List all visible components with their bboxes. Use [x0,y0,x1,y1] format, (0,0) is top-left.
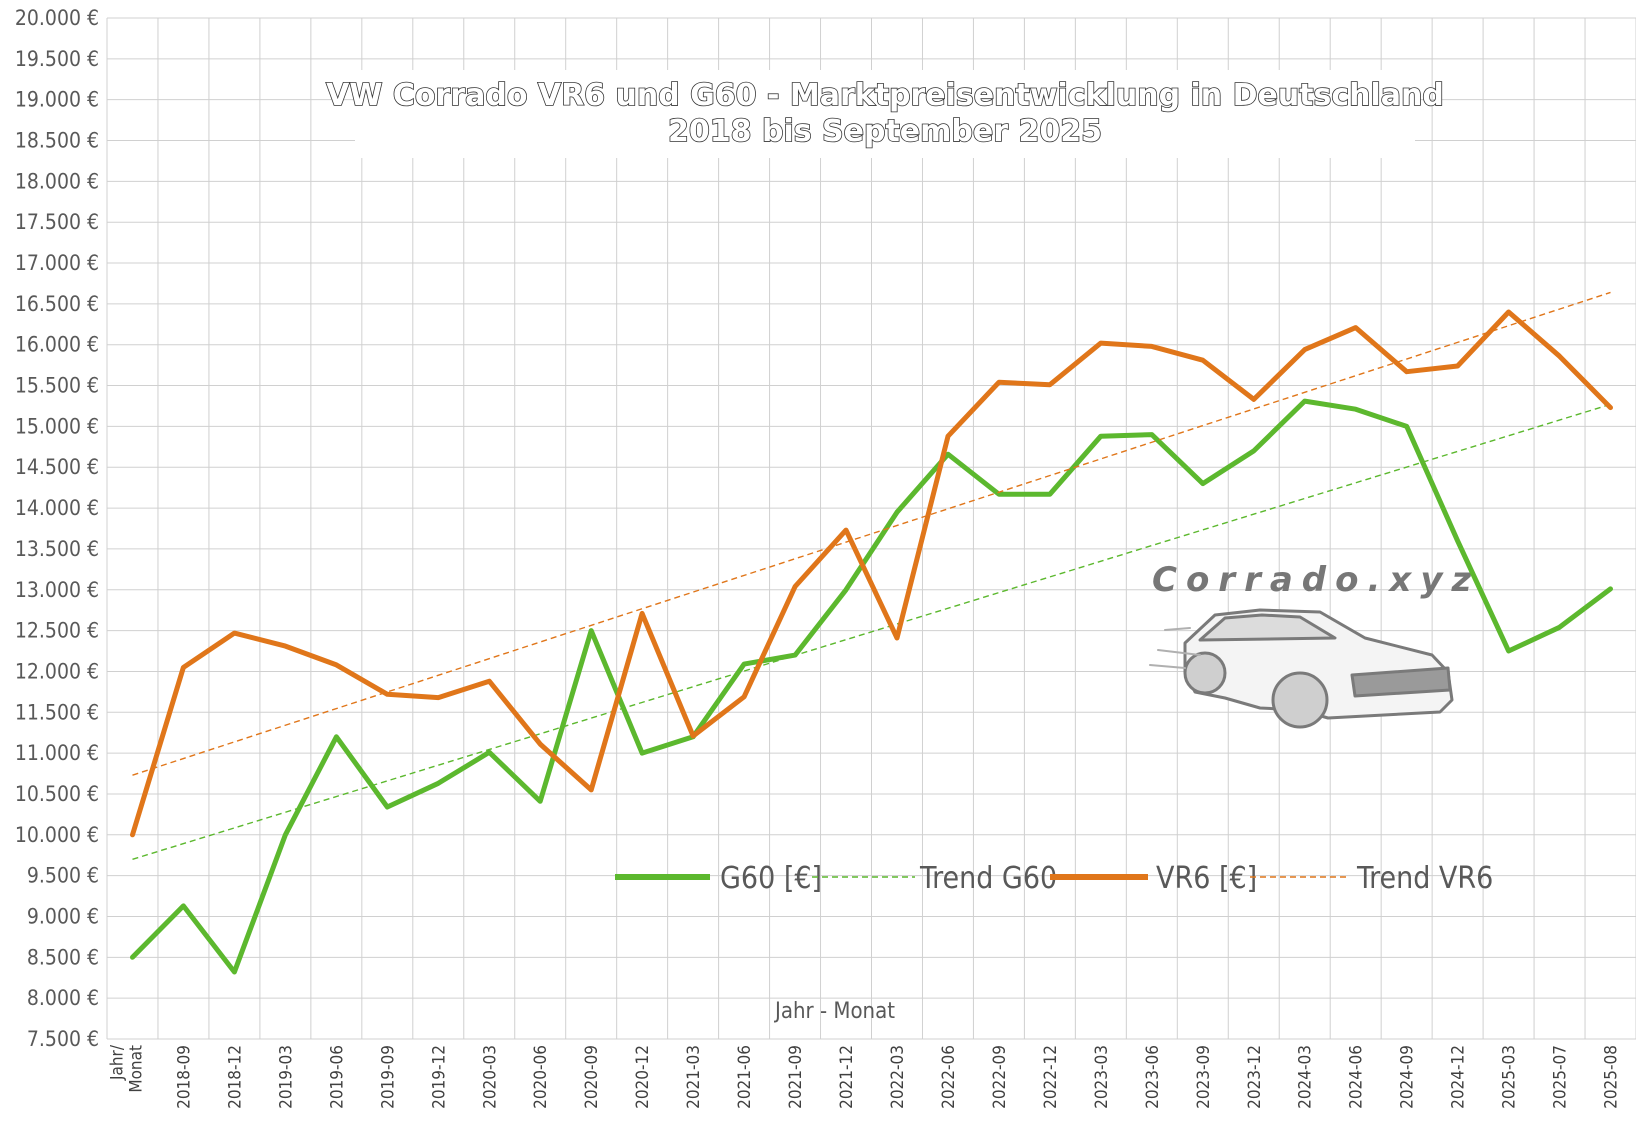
y-tick-label: 17.500 € [15,210,99,234]
x-tick-label: Jahr/Monat [107,1044,146,1092]
y-tick-label: 9.500 € [27,864,99,888]
y-tick-label: 19.500 € [15,47,99,71]
x-tick-label: 2023-09 [1194,1045,1214,1109]
car-icon [1149,608,1454,729]
x-tick-label: 2025-03 [1500,1045,1520,1109]
x-axis-ticks: Jahr/Monat 2018-09 2018-12 2019-03 2019-06 20… [107,1044,1621,1109]
legend-label-trend-g60: Trend G60 [919,861,1057,896]
y-tick-label: 11.000 € [15,741,99,765]
y-tick-label: 17.000 € [15,251,99,275]
x-tick-label: 2022-12 [1041,1045,1061,1109]
trend-line-1 [132,403,1611,860]
x-tick-label: 2019-12 [429,1045,449,1109]
trend-line-3 [132,291,1611,776]
x-tick-label: 2024-06 [1347,1045,1367,1109]
title-background [355,70,1415,158]
y-axis-ticks: 7.500 € 8.000 € 8.500 € 9.000 € 9.500 € 10.00… [15,6,99,1051]
x-tick-label: 2020-09 [582,1045,602,1109]
x-tick-label: 2019-03 [276,1045,296,1109]
y-tick-label: 10.000 € [15,823,99,847]
y-tick-label: 14.500 € [15,455,99,479]
series-line-0 [130,398,1613,975]
x-tick-label: 2023-03 [1092,1045,1112,1109]
y-tick-label: 15.500 € [15,374,99,398]
x-tick-label: 2022-06 [939,1045,959,1109]
x-tick-label: 2018-12 [225,1045,245,1109]
x-tick-label: 2022-09 [990,1045,1010,1109]
y-tick-label: 16.500 € [15,292,99,316]
x-tick-label: 2025-08 [1602,1045,1622,1109]
y-tick-label: 13.000 € [15,578,99,602]
y-tick-label: 10.500 € [15,782,99,806]
x-tick-label: 2021-03 [684,1045,704,1109]
y-tick-label: 7.500 € [27,1027,99,1051]
x-tick-label: 2021-09 [786,1045,806,1109]
y-tick-label: 19.000 € [15,88,99,112]
watermark: Corrado.xyz [1149,560,1480,729]
x-tick-label: 2020-03 [480,1045,500,1109]
x-tick-label: 2021-06 [735,1045,755,1109]
x-tick-label: 2018-09 [174,1045,194,1109]
x-tick-label: 2025-07 [1551,1045,1571,1109]
series-line-2 [130,309,1613,838]
y-tick-label: 8.000 € [27,986,99,1010]
chart-title: VW Corrado VR6 und G60 - Marktpreisentwi… [326,78,1444,113]
x-tick-label: 2024-12 [1449,1045,1469,1109]
legend: G60 [€] Trend G60 VR6 [€] Trend VR6 [615,861,1493,896]
watermark-text: Corrado.xyz [1152,560,1480,600]
legend-label-trend-vr6: Trend VR6 [1356,861,1493,896]
x-tick-label: 2022-03 [888,1045,908,1109]
y-tick-label: 18.500 € [15,129,99,153]
x-tick-label: 2020-06 [531,1045,551,1109]
legend-label-vr6: VR6 [€] [1156,861,1257,896]
chart-subtitle: 2018 bis September 2025 [668,114,1102,149]
y-tick-label: 13.500 € [15,537,99,561]
y-tick-label: 16.000 € [15,333,99,357]
y-tick-label: 9.000 € [27,904,99,928]
x-axis-label: Jahr - Monat [773,999,895,1024]
y-tick-label: 12.500 € [15,619,99,643]
y-tick-label: 15.000 € [15,414,99,438]
x-tick-label: 2020-12 [633,1045,653,1109]
x-tick-label: 2023-06 [1143,1045,1163,1109]
y-tick-label: 18.000 € [15,169,99,193]
x-tick-label: 2019-06 [327,1045,347,1109]
y-tick-label: 11.500 € [15,700,99,724]
x-tick-label: 2023-12 [1245,1045,1265,1109]
x-tick-label: 2019-09 [378,1045,398,1109]
y-tick-label: 14.000 € [15,496,99,520]
legend-label-g60: G60 [€] [720,861,822,896]
x-tick-label: 2021-12 [837,1045,857,1109]
x-tick-label: 2024-03 [1296,1045,1316,1109]
y-tick-label: 8.500 € [27,945,99,969]
y-tick-label: 20.000 € [15,6,99,30]
series-layer [130,291,1613,975]
x-tick-label: 2024-09 [1398,1045,1418,1109]
y-tick-label: 12.000 € [15,659,99,683]
